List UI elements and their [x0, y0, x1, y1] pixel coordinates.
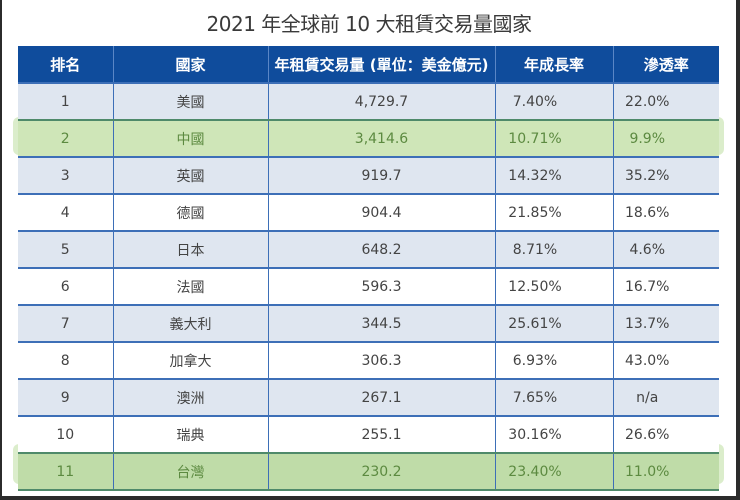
cell-volume: 4,729.7: [267, 82, 495, 120]
cell-growth: 25.61%: [494, 304, 613, 342]
cell-penetration: 43.0%: [612, 341, 719, 379]
cell-growth: 10.71%: [494, 119, 613, 157]
cell-country: 澳洲: [112, 378, 268, 416]
table-row-highlighted: 2 中國 3,414.6 10.71% 9.9%: [18, 119, 719, 157]
cell-penetration: 11.0%: [612, 452, 719, 491]
cell-country: 德國: [112, 193, 268, 231]
table-row: 4 德國 904.4 21.85% 18.6%: [18, 193, 719, 231]
cell-rank: 5: [18, 230, 113, 268]
table-row-highlighted: 11 台灣 230.2 23.40% 11.0%: [18, 452, 719, 491]
cell-country: 台灣: [112, 452, 268, 491]
cell-rank: 9: [18, 378, 113, 416]
cell-penetration: 35.2%: [612, 156, 719, 194]
table-title: 2021 年全球前 10 大租賃交易量國家: [206, 12, 532, 36]
cell-country: 加拿大: [112, 341, 268, 379]
cell-country: 英國: [112, 156, 268, 194]
table-row: 8 加拿大 306.3 6.93% 43.0%: [18, 341, 719, 379]
cell-country: 義大利: [112, 304, 268, 342]
cell-rank: 2: [18, 119, 113, 157]
cell-volume: 596.3: [267, 267, 495, 305]
cell-penetration: 26.6%: [612, 415, 719, 453]
cell-rank: 4: [18, 193, 113, 231]
header-rank: 排名: [18, 46, 113, 83]
cell-growth: 12.50%: [494, 267, 613, 305]
leasing-volume-table: 排名 國家 年租賃交易量 (單位：美金億元) 年成長率 滲透率 1 美國 4,7…: [18, 46, 719, 491]
table-row: 10 瑞典 255.1 30.16% 26.6%: [18, 415, 719, 453]
cell-volume: 904.4: [267, 193, 495, 231]
table-row: 5 日本 648.2 8.71% 4.6%: [18, 230, 719, 268]
cell-country: 美國: [112, 82, 268, 120]
header-volume: 年租賃交易量 (單位：美金億元): [267, 46, 495, 83]
table-row: 1 美國 4,729.7 7.40% 22.0%: [18, 82, 719, 120]
table-row: 7 義大利 344.5 25.61% 13.7%: [18, 304, 719, 342]
cell-volume: 267.1: [267, 378, 495, 416]
cell-rank: 11: [18, 452, 113, 491]
cell-growth: 21.85%: [494, 193, 613, 231]
cell-country: 瑞典: [112, 415, 268, 453]
cell-volume: 919.7: [267, 156, 495, 194]
cell-growth: 23.40%: [494, 452, 613, 491]
cell-penetration: 22.0%: [612, 82, 719, 120]
cell-growth: 7.40%: [494, 82, 613, 120]
cell-rank: 8: [18, 341, 113, 379]
cell-penetration: n/a: [612, 378, 719, 416]
cell-volume: 230.2: [267, 452, 495, 491]
table-row: 3 英國 919.7 14.32% 35.2%: [18, 156, 719, 194]
cell-volume: 648.2: [267, 230, 495, 268]
cell-rank: 10: [18, 415, 113, 453]
table-header-row: 排名 國家 年租賃交易量 (單位：美金億元) 年成長率 滲透率: [18, 46, 719, 83]
cell-penetration: 4.6%: [612, 230, 719, 268]
cell-growth: 30.16%: [494, 415, 613, 453]
table-row: 9 澳洲 267.1 7.65% n/a: [18, 378, 719, 416]
cell-volume: 344.5: [267, 304, 495, 342]
table-row: 6 法國 596.3 12.50% 16.7%: [18, 267, 719, 305]
cell-penetration: 18.6%: [612, 193, 719, 231]
cell-penetration: 13.7%: [612, 304, 719, 342]
header-growth: 年成長率: [494, 46, 613, 83]
cell-rank: 6: [18, 267, 113, 305]
cell-rank: 1: [18, 82, 113, 120]
cell-volume: 255.1: [267, 415, 495, 453]
cell-country: 法國: [112, 267, 268, 305]
cell-growth: 8.71%: [494, 230, 613, 268]
cell-growth: 14.32%: [494, 156, 613, 194]
cell-rank: 7: [18, 304, 113, 342]
header-country: 國家: [112, 46, 268, 83]
cell-penetration: 16.7%: [612, 267, 719, 305]
cell-growth: 7.65%: [494, 378, 613, 416]
cell-volume: 3,414.6: [267, 119, 495, 157]
cell-rank: 3: [18, 156, 113, 194]
header-penetration: 滲透率: [612, 46, 719, 83]
cell-country: 中國: [112, 119, 268, 157]
cell-penetration: 9.9%: [612, 119, 719, 157]
cell-growth: 6.93%: [494, 341, 613, 379]
cell-volume: 306.3: [267, 341, 495, 379]
cell-country: 日本: [112, 230, 268, 268]
